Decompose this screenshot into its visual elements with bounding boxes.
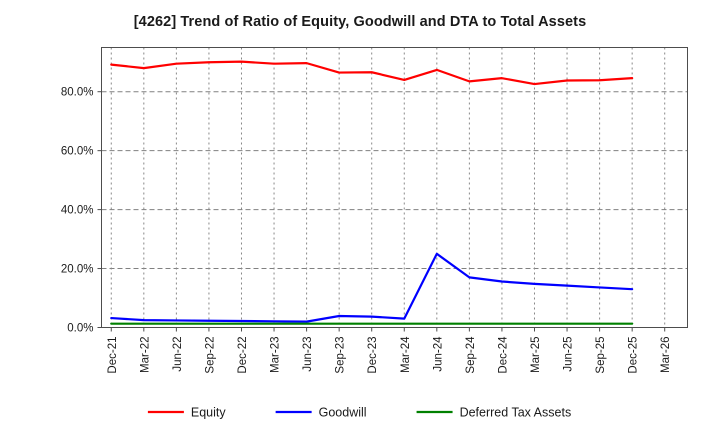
y-axis-tick-label: 20.0% xyxy=(61,264,94,276)
gridlines-group xyxy=(101,91,688,270)
x-axis-tick-label: Sep-25 xyxy=(595,337,607,374)
x-axis-tick-label: Dec-23 xyxy=(367,337,379,374)
x-axis-tick-label: Dec-21 xyxy=(107,337,119,374)
x-axis-tick-label: Mar-22 xyxy=(139,337,151,373)
series-line-equity xyxy=(110,60,634,86)
x-axis-tick-label: Dec-25 xyxy=(628,337,640,374)
x-axis-tick-label: Mar-23 xyxy=(270,337,282,373)
y-axis-tick-label: 60.0% xyxy=(61,146,94,158)
x-gridlines-group xyxy=(110,47,666,328)
x-axis-tick-label: Dec-22 xyxy=(237,337,249,374)
y-axis-tick-label: 0.0% xyxy=(67,323,93,335)
x-axis-tick-label: Sep-23 xyxy=(335,337,347,374)
y-axis-tick-label: 80.0% xyxy=(61,87,94,99)
axis-ticks-group xyxy=(97,91,666,332)
y-axis-tick-label: 40.0% xyxy=(61,205,94,217)
x-axis-tick-label: Mar-26 xyxy=(660,337,672,373)
chart-title: [4262] Trend of Ratio of Equity, Goodwil… xyxy=(133,14,587,30)
x-axis-tick-label: Jun-23 xyxy=(302,337,314,372)
x-axis-labels-group: Dec-21 Mar-22 Jun-22 Sep-22 Dec-22 Mar-23 Jun-… xyxy=(107,336,672,374)
x-axis-tick-label: Jun-22 xyxy=(172,337,184,372)
x-axis-tick-label: Dec-24 xyxy=(497,336,509,374)
data-series-group xyxy=(110,60,634,325)
x-axis-tick-label: Jun-25 xyxy=(563,337,575,372)
series-line-goodwill xyxy=(110,252,634,323)
y-axis-labels-group: 0.0% 20.0% 40.0% 60.0% 80.0% xyxy=(61,87,94,335)
x-axis-tick-label: Sep-22 xyxy=(204,337,216,374)
legend-label-equity: Equity xyxy=(191,406,226,420)
plot-area-border xyxy=(101,47,688,328)
chart-legend: Equity Goodwill Deferred Tax Assets xyxy=(147,406,572,420)
legend-label-deferred-tax-assets: Deferred Tax Assets xyxy=(460,406,572,420)
x-axis-tick-label: Mar-25 xyxy=(530,337,542,373)
x-axis-tick-label: Sep-24 xyxy=(465,336,477,374)
x-axis-tick-label: Mar-24 xyxy=(400,336,412,373)
x-axis-tick-label: Jun-24 xyxy=(432,336,444,372)
legend-label-goodwill: Goodwill xyxy=(319,406,367,420)
